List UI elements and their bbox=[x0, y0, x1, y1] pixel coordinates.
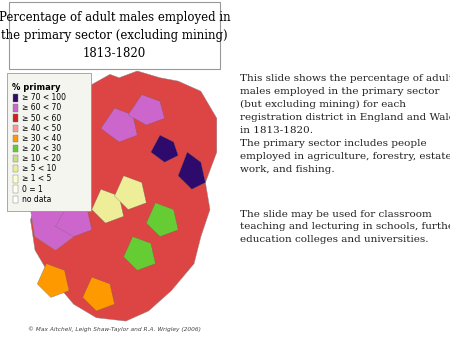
Polygon shape bbox=[31, 71, 217, 321]
Text: © Max Aitchell, Leigh Shaw-Taylor and R.A. Wrigley (2006): © Max Aitchell, Leigh Shaw-Taylor and R.… bbox=[28, 326, 201, 332]
Polygon shape bbox=[101, 108, 137, 142]
Text: ≥ 70 < 100: ≥ 70 < 100 bbox=[22, 93, 66, 102]
Bar bbox=[14, 175, 18, 183]
Bar bbox=[14, 135, 18, 142]
Bar bbox=[14, 115, 18, 122]
Polygon shape bbox=[92, 189, 124, 223]
Polygon shape bbox=[83, 277, 114, 311]
Polygon shape bbox=[146, 203, 178, 237]
Text: ≥ 30 < 40: ≥ 30 < 40 bbox=[22, 134, 61, 143]
Text: Percentage of adult males employed in
the primary sector (excluding mining)
1813: Percentage of adult males employed in th… bbox=[0, 11, 230, 60]
Bar bbox=[14, 165, 18, 172]
Bar bbox=[14, 155, 18, 162]
Text: ≥ 10 < 20: ≥ 10 < 20 bbox=[22, 154, 61, 163]
Bar bbox=[14, 125, 18, 132]
Text: % primary: % primary bbox=[12, 83, 61, 92]
Polygon shape bbox=[114, 176, 146, 210]
Text: ≥ 60 < 70: ≥ 60 < 70 bbox=[22, 103, 61, 113]
Polygon shape bbox=[55, 203, 92, 237]
Text: ≥ 50 < 60: ≥ 50 < 60 bbox=[22, 114, 61, 123]
Polygon shape bbox=[124, 237, 155, 270]
Bar bbox=[14, 94, 18, 101]
Text: ≥ 1 < 5: ≥ 1 < 5 bbox=[22, 174, 51, 184]
Polygon shape bbox=[151, 135, 178, 162]
Polygon shape bbox=[37, 264, 69, 297]
Polygon shape bbox=[31, 189, 81, 250]
FancyBboxPatch shape bbox=[7, 73, 90, 211]
Text: no data: no data bbox=[22, 195, 51, 204]
Bar bbox=[14, 104, 18, 112]
Text: ≥ 5 < 10: ≥ 5 < 10 bbox=[22, 164, 56, 173]
Text: ≥ 20 < 30: ≥ 20 < 30 bbox=[22, 144, 61, 153]
Text: This slide shows the percentage of adult
males employed in the primary sector
(b: This slide shows the percentage of adult… bbox=[240, 74, 450, 173]
Bar bbox=[14, 196, 18, 203]
FancyBboxPatch shape bbox=[9, 2, 220, 69]
Text: The slide may be used for classroom
teaching and lecturing in schools, further
e: The slide may be used for classroom teac… bbox=[240, 210, 450, 244]
Bar bbox=[14, 145, 18, 152]
Bar bbox=[14, 186, 18, 193]
Polygon shape bbox=[178, 152, 205, 189]
Polygon shape bbox=[128, 95, 165, 125]
Text: ≥ 40 < 50: ≥ 40 < 50 bbox=[22, 124, 61, 133]
Text: 0 = 1: 0 = 1 bbox=[22, 185, 43, 194]
